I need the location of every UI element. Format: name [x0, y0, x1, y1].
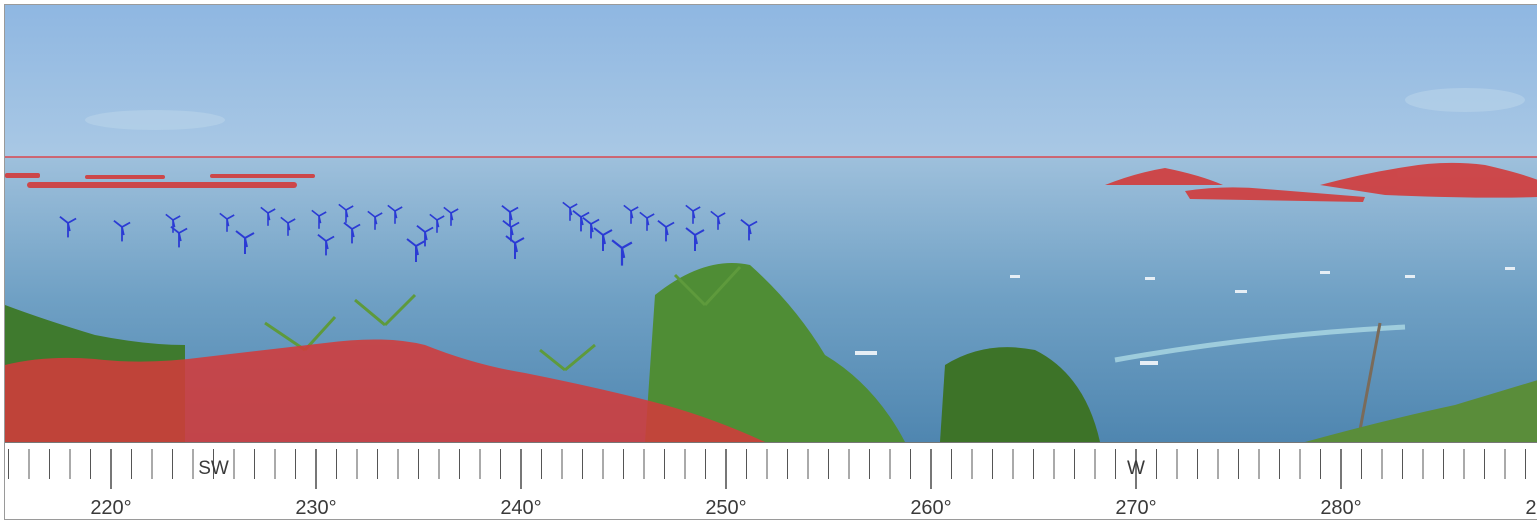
panorama-photo: [5, 5, 1537, 442]
compass-point-label: W: [1127, 458, 1145, 479]
degree-label: 290°: [1525, 497, 1537, 519]
sky: [5, 5, 1537, 157]
panorama-frame: 220° 230° 240° 250° 260° 270° 280° 290° SW W: [4, 4, 1537, 520]
degree-label: 250°: [705, 497, 746, 519]
degree-label: 220°: [90, 497, 131, 519]
compass-scale: 220° 230° 240° 250° 260° 270° 280° 290° SW W: [5, 442, 1537, 520]
degree-label: 230°: [295, 497, 336, 519]
compass-ruler: 220° 230° 240° 250° 260° 270° 280° 290° SW W: [5, 443, 1537, 520]
compass-point-label: SW: [198, 458, 229, 479]
degree-label: 270°: [1115, 497, 1156, 519]
degree-label: 240°: [500, 497, 541, 519]
degree-label: 280°: [1320, 497, 1361, 519]
degree-label: 260°: [910, 497, 951, 519]
